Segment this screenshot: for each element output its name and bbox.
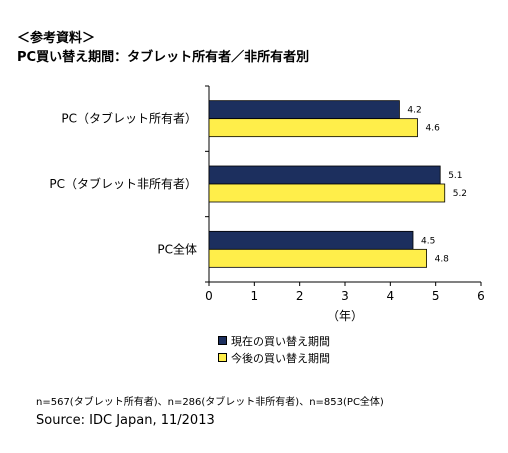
- bar-future: [208, 248, 428, 268]
- x-tick-label: 5: [432, 289, 440, 303]
- category-label: PC全体: [157, 241, 197, 256]
- x-tick-label: 4: [387, 289, 395, 303]
- category-label: PC（タブレット非所有者）: [49, 176, 197, 191]
- legend-label-future: 今後の買い替え期間: [231, 351, 330, 365]
- x-tick-label: 0: [205, 289, 213, 303]
- bar-future: [208, 118, 418, 138]
- data-label: 4.8: [435, 254, 450, 264]
- x-tick-label: 2: [296, 289, 304, 303]
- x-tick-label: 3: [341, 289, 349, 303]
- data-label: 5.1: [448, 171, 462, 181]
- data-label: 4.2: [407, 106, 421, 116]
- category-label: PC（タブレット所有者）: [61, 111, 197, 126]
- bar-future: [208, 183, 446, 203]
- legend-item-current: 現在の買い替え期間: [218, 332, 330, 349]
- chart-subtitle: PC買い替え期間：タブレット所有者／非所有者別: [17, 50, 310, 65]
- plot-area: 0 1 2 3 4 5 6 （年） PC（タブレット所有者） 4.2 4.6 PC（タブレット非所有者…: [49, 85, 485, 323]
- legend: 現在の買い替え期間 今後の買い替え期間: [218, 332, 330, 366]
- bar-chart: 0 1 2 3 4 5 6 （年） PC（タブレット所有者） 4.2 4.6 PC（タブレット非所有者…: [49, 85, 485, 323]
- x-axis-label: （年）: [327, 309, 363, 323]
- bar-current: [208, 165, 441, 185]
- x-tick-label: 1: [251, 289, 259, 303]
- data-label: 4.5: [421, 236, 435, 246]
- legend-swatch-current: [218, 336, 227, 345]
- source-text: Source: IDC Japan, 11/2013: [36, 413, 215, 428]
- legend-item-future: 今後の買い替え期間: [218, 349, 330, 366]
- legend-label-current: 現在の買い替え期間: [231, 334, 330, 348]
- data-label: 5.2: [453, 189, 467, 199]
- reference-heading: ＜参考資料＞: [17, 31, 96, 46]
- data-label: 4.6: [426, 124, 441, 134]
- legend-swatch-future: [218, 353, 227, 362]
- bar-current: [208, 230, 414, 250]
- x-tick-label: 6: [477, 289, 485, 303]
- sample-size-note: n=567(タブレット所有者)、n=286(タブレット非所有者)、n=853(P…: [36, 397, 384, 408]
- bar-current: [208, 100, 400, 120]
